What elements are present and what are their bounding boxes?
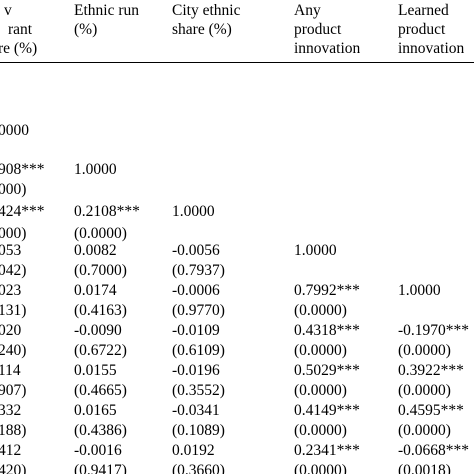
column-header-line: v (4, 2, 12, 19)
table-cell: 0.7992*** (294, 282, 360, 299)
table-cell: 000) (0, 181, 27, 198)
table-cell: 023 (0, 282, 22, 299)
table-cell: 0.0192 (172, 442, 215, 459)
table-cell: (0.7937) (172, 262, 225, 279)
column-header-line: Learned (398, 2, 449, 19)
column-header-line: innovation (294, 40, 361, 57)
table-cell: (0.0000) (398, 422, 451, 439)
column-header-line: product (294, 21, 342, 38)
table-cell: (0.0000) (398, 382, 451, 399)
table-cell: 1.0000 (172, 203, 215, 220)
column-header-line: (%) (74, 21, 98, 38)
table-cell: 0.0174 (74, 282, 117, 299)
table-cell: 0.2341*** (294, 442, 360, 459)
table-cell: (0.0000) (294, 422, 347, 439)
table-cell: 020 (0, 322, 22, 339)
table-cell: -0.0006 (172, 282, 220, 299)
table-cell: 0.4149*** (294, 402, 360, 419)
table-cell: -0.0016 (74, 442, 122, 459)
table-cell: 053 (0, 242, 22, 259)
table-cell: 908*** (0, 161, 45, 178)
table-cell: 1.0000 (74, 161, 117, 178)
table-cell: -0.0668*** (398, 442, 470, 459)
table-cell: (0.4665) (74, 382, 127, 399)
table-cell: (0.0018) (398, 462, 451, 474)
table-cell: 0.2108*** (74, 203, 140, 220)
table-cell: 114 (0, 362, 21, 379)
table-cell: 131) (0, 302, 27, 319)
table-cell: 0.0082 (74, 242, 117, 259)
table-cell: (0.9770) (172, 302, 225, 319)
column-header-line: Any (294, 2, 321, 19)
column-header-line: Ethnic run (74, 2, 139, 19)
table-cell: (0.3660) (172, 462, 225, 474)
column-header-line: share (%) (172, 21, 232, 38)
column-header-line: rant (8, 21, 33, 38)
header-rule (0, 62, 474, 63)
table-cell: 412 (0, 442, 22, 459)
table-cell: 0000 (0, 122, 29, 139)
table-cell: -0.0109 (172, 322, 220, 339)
table-cell: 042) (0, 262, 27, 279)
table-cell: 1.0000 (294, 242, 337, 259)
table-cell: (0.4386) (74, 422, 127, 439)
table-cell: 0.3922*** (398, 362, 464, 379)
table-cell: (0.7000) (74, 262, 127, 279)
table-cell: (0.0000) (398, 342, 451, 359)
column-header-line: product (398, 21, 446, 38)
table-cell: 1.0000 (398, 282, 441, 299)
table-cell: (0.3552) (172, 382, 225, 399)
table-cell: (0.0000) (74, 225, 127, 242)
table-cell: 0.0165 (74, 402, 117, 419)
column-header-line: re (%) (0, 40, 38, 57)
table-cell: (0.0000) (294, 342, 347, 359)
table-cell: 332 (0, 402, 22, 419)
table-cell: (0.0000) (294, 382, 347, 399)
table-cell: 0.0155 (74, 362, 117, 379)
table-cell: 0.4318*** (294, 322, 360, 339)
table-cell: 420) (0, 462, 27, 474)
table-cell: 424*** (0, 203, 45, 220)
table-cell: -0.0196 (172, 362, 220, 379)
table-cell: 000) (0, 225, 27, 242)
table-cell: -0.0056 (172, 242, 220, 259)
table-cell: (0.4163) (74, 302, 127, 319)
table-cell: (0.1089) (172, 422, 225, 439)
table-cell: (0.6722) (74, 342, 127, 359)
table-cell: 0.4595*** (398, 402, 464, 419)
table-cell: 240) (0, 342, 27, 359)
table-cell: 188) (0, 422, 27, 439)
table-cell: (0.0000) (294, 302, 347, 319)
table-cell: -0.1970*** (398, 322, 470, 339)
table-cell: 907) (0, 382, 27, 399)
table-cell: -0.0341 (172, 402, 220, 419)
table-cell: (0.0000) (294, 462, 347, 474)
table-cell: 0.5029*** (294, 362, 360, 379)
table-cell: (0.6109) (172, 342, 225, 359)
column-header-line: innovation (398, 40, 465, 57)
table-cell: -0.0090 (74, 322, 122, 339)
column-header-line: City ethnic (172, 2, 241, 19)
table-cell: (0.9417) (74, 462, 127, 474)
